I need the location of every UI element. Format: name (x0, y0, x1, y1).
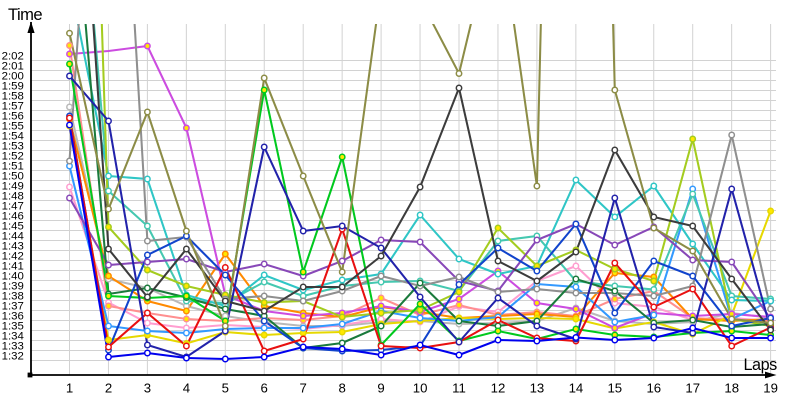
svg-text:5: 5 (222, 380, 229, 395)
svg-text:10: 10 (413, 380, 428, 395)
svg-text:9: 9 (377, 380, 384, 395)
svg-text:1:55: 1:55 (2, 121, 24, 133)
svg-text:2:02: 2:02 (2, 51, 24, 63)
svg-text:1:34: 1:34 (2, 331, 24, 343)
svg-text:1:51: 1:51 (2, 161, 24, 173)
svg-text:Time: Time (8, 5, 42, 24)
svg-text:1:57: 1:57 (2, 101, 24, 113)
svg-text:15: 15 (607, 380, 622, 395)
svg-text:3: 3 (144, 380, 151, 395)
svg-text:6: 6 (261, 380, 268, 395)
svg-text:1:59: 1:59 (2, 81, 24, 93)
svg-text:2: 2 (105, 380, 112, 395)
svg-text:1:38: 1:38 (2, 291, 24, 303)
svg-text:1:42: 1:42 (2, 251, 24, 263)
svg-text:1:46: 1:46 (2, 211, 24, 223)
svg-text:1:53: 1:53 (2, 141, 24, 153)
svg-text:1:48: 1:48 (2, 191, 24, 203)
svg-text:1:41: 1:41 (2, 261, 24, 273)
svg-text:1: 1 (66, 380, 73, 395)
svg-text:1:52: 1:52 (2, 151, 24, 163)
svg-text:11: 11 (452, 380, 466, 395)
svg-text:1:39: 1:39 (2, 281, 24, 293)
svg-text:12: 12 (491, 380, 506, 395)
svg-text:1:36: 1:36 (2, 311, 24, 323)
svg-text:1:49: 1:49 (2, 181, 24, 193)
svg-text:Laps: Laps (744, 356, 778, 374)
svg-text:2:01: 2:01 (2, 61, 24, 73)
svg-text:18: 18 (724, 380, 739, 395)
svg-text:1:37: 1:37 (2, 301, 24, 313)
svg-text:1:54: 1:54 (2, 131, 24, 143)
svg-text:1:35: 1:35 (2, 321, 24, 333)
svg-text:1:45: 1:45 (2, 221, 24, 233)
svg-text:1:33: 1:33 (2, 341, 24, 353)
svg-text:17: 17 (685, 380, 700, 395)
svg-text:8: 8 (339, 380, 346, 395)
svg-text:1:44: 1:44 (2, 231, 24, 243)
svg-text:16: 16 (646, 380, 661, 395)
svg-text:14: 14 (569, 380, 584, 395)
svg-text:1:50: 1:50 (2, 171, 24, 183)
svg-text:7: 7 (300, 380, 307, 395)
svg-text:13: 13 (530, 380, 545, 395)
svg-text:1:58: 1:58 (2, 91, 24, 103)
svg-text:1:47: 1:47 (2, 201, 24, 213)
svg-text:19: 19 (763, 380, 778, 395)
svg-text:1:43: 1:43 (2, 241, 24, 253)
svg-text:1:32: 1:32 (2, 351, 24, 363)
svg-text:1:40: 1:40 (2, 271, 24, 283)
svg-text:4: 4 (183, 380, 190, 395)
svg-text:2:00: 2:00 (2, 71, 24, 83)
svg-text:1:56: 1:56 (2, 111, 24, 123)
